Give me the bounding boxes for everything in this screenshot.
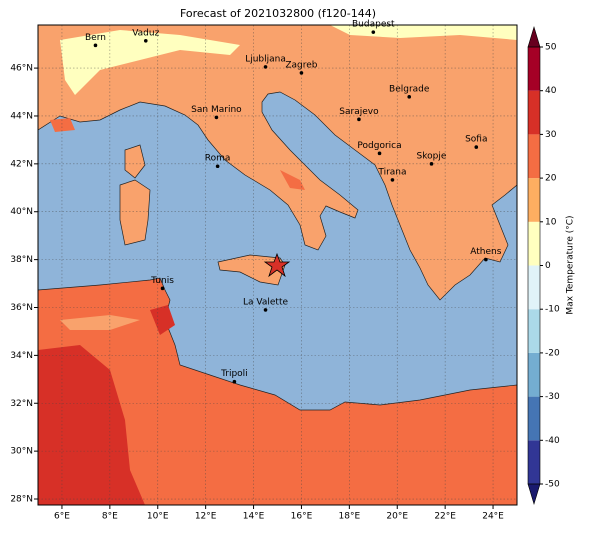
city-label: Skopje: [417, 151, 447, 161]
colorbar-segment: [528, 309, 540, 353]
land-north: [38, 25, 517, 301]
map-frame: [37, 24, 518, 506]
city-label: Budapest: [352, 20, 395, 30]
colorbar-segment: [528, 352, 540, 397]
city-marker: [377, 151, 382, 156]
y-tick-label: 30°N: [10, 447, 33, 457]
colorbar-over: [527, 25, 541, 48]
colorbar-segment: [528, 265, 540, 310]
city-marker: [214, 115, 219, 120]
colorbar-segment: [528, 440, 540, 484]
city-marker: [299, 71, 304, 75]
city-label: Bern: [85, 33, 106, 43]
y-tick-label: 44°N: [10, 111, 33, 121]
x-tick-label: 22°E: [434, 512, 456, 522]
city-label: Belgrade: [389, 84, 430, 94]
city-marker: [474, 145, 479, 149]
sardinia: [119, 179, 151, 246]
colorbar-segment: [528, 134, 540, 179]
y-tick-label: 42°N: [10, 159, 33, 169]
colorbar-tick-label: -40: [545, 436, 560, 446]
colorbar-segment: [528, 221, 540, 266]
x-tick-label: 20°E: [386, 512, 408, 522]
city-label: Zagreb: [285, 60, 317, 70]
city-label: Ljubljana: [245, 54, 286, 64]
colorbar-tick-label: 30: [545, 130, 557, 140]
colorbar-label: Max Temperature (°C): [566, 215, 576, 314]
map-layer: [38, 25, 517, 505]
city-marker: [143, 39, 148, 43]
city-label: Tirana: [377, 167, 406, 177]
colorbar-under: [527, 483, 541, 506]
colorbar-segment: [528, 178, 540, 222]
city-marker: [215, 164, 220, 169]
x-tick-label: 10°E: [147, 512, 169, 522]
y-tick-label: 36°N: [10, 303, 33, 313]
y-tick-label: 32°N: [10, 399, 33, 409]
map-title: Forecast of 2021032800 (f120-144): [180, 7, 376, 20]
city-label: Athens: [470, 247, 501, 257]
y-tick-label: 34°N: [10, 351, 33, 361]
x-tick-label: 12°E: [195, 512, 217, 522]
corsica: [124, 144, 146, 179]
city-marker: [390, 178, 395, 182]
city-marker: [484, 257, 488, 262]
colorbar-tick-label: 50: [545, 43, 557, 53]
colorbar-tick-label: -20: [545, 348, 560, 358]
city-marker: [160, 286, 165, 291]
x-tick-label: 24°E: [482, 512, 504, 522]
colorbar-tick-label: 0: [545, 261, 551, 271]
city-label: Tripoli: [220, 369, 248, 379]
forecast-point-star: [263, 252, 291, 278]
x-tick-label: 8°E: [102, 512, 118, 522]
x-tick-label: 18°E: [339, 512, 361, 522]
city-label: Roma: [205, 154, 231, 164]
colorbar-tick-label: 40: [545, 86, 557, 96]
city-marker: [371, 30, 376, 34]
x-tick-label: 14°E: [243, 512, 265, 522]
city-label: Tunis: [150, 276, 174, 286]
alpine-patch: [60, 30, 240, 95]
y-tick-label: 46°N: [10, 64, 33, 74]
y-tick-label: 28°N: [10, 495, 33, 505]
hot-patch: [38, 305, 175, 505]
mild-patch: [60, 315, 140, 330]
colorbar-segment: [528, 47, 540, 91]
alpine-patch: [330, 25, 517, 40]
city-label: Sarajevo: [339, 107, 379, 117]
colorbar-tick-label: -30: [545, 392, 560, 402]
city-marker: [407, 95, 412, 99]
colorbar-segment: [528, 90, 540, 135]
city-marker: [429, 162, 434, 166]
city-label: San Marino: [191, 105, 242, 115]
africa: [38, 277, 517, 505]
colorbar-tick-label: -10: [545, 305, 560, 315]
x-tick-label: 6°E: [54, 512, 70, 522]
city-label: Sofia: [465, 135, 487, 145]
city-marker: [93, 43, 98, 48]
y-tick-label: 38°N: [10, 255, 33, 265]
colorbar-tick-label: 20: [545, 174, 557, 184]
city-marker: [357, 117, 361, 122]
city-marker: [232, 379, 237, 384]
x-tick-label: 16°E: [291, 512, 313, 522]
colorbar-tick-label: 10: [545, 217, 557, 227]
colorbar-segment: [528, 396, 540, 441]
y-tick-label: 40°N: [10, 207, 33, 217]
colorbar-tick-label: -50: [545, 480, 560, 490]
city-marker: [263, 308, 268, 312]
city-label: La Valette: [243, 297, 288, 307]
city-marker: [263, 65, 268, 69]
city-label: Vaduz: [132, 28, 159, 38]
city-label: Podgorica: [357, 141, 401, 151]
